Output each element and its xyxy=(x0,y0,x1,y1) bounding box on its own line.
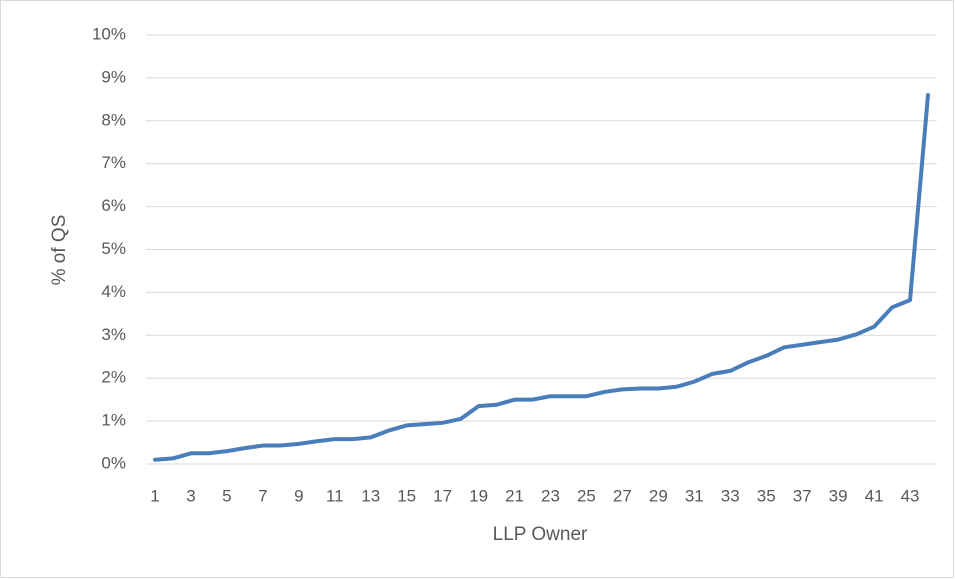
x-tick-label: 5 xyxy=(222,486,231,505)
y-tick-label: 7% xyxy=(101,153,126,172)
x-tick-label: 11 xyxy=(326,486,344,505)
x-tick-label: 27 xyxy=(613,486,632,505)
x-tick-label: 33 xyxy=(721,486,740,505)
x-tick-label: 19 xyxy=(469,486,488,505)
y-tick-label: 9% xyxy=(101,67,126,86)
x-tick-label: 35 xyxy=(757,486,776,505)
y-tick-label: 2% xyxy=(101,368,126,387)
x-tick-label: 9 xyxy=(294,486,303,505)
y-tick-label: 0% xyxy=(101,453,126,472)
x-tick-label: 41 xyxy=(865,486,884,505)
x-tick-label: 23 xyxy=(541,486,560,505)
x-axis-label: LLP Owner xyxy=(493,524,588,545)
x-tick-label: 43 xyxy=(901,486,920,505)
x-tick-label: 17 xyxy=(433,486,452,505)
x-tick-label: 3 xyxy=(186,486,195,505)
y-axis-label: % of QS xyxy=(49,215,70,286)
y-tick-label: 3% xyxy=(101,325,126,344)
x-tick-label: 13 xyxy=(361,486,380,505)
y-tick-label: 6% xyxy=(101,196,126,215)
x-tick-label: 15 xyxy=(397,486,416,505)
x-tick-label: 7 xyxy=(258,486,267,505)
x-tick-label: 1 xyxy=(150,486,159,505)
x-tick-label: 39 xyxy=(829,486,848,505)
x-tick-label: 21 xyxy=(505,486,524,505)
line-series xyxy=(152,93,931,462)
x-tick-label: 31 xyxy=(685,486,704,505)
y-tick-label: 1% xyxy=(101,411,126,430)
y-tick-label: 10% xyxy=(92,24,126,43)
x-tick-label: 25 xyxy=(577,486,596,505)
y-tick-label: 8% xyxy=(101,110,126,129)
y-tick-label: 4% xyxy=(101,282,126,301)
x-tick-label: 37 xyxy=(793,486,812,505)
x-tick-label: 29 xyxy=(649,486,668,505)
y-tick-label: 5% xyxy=(101,239,126,258)
